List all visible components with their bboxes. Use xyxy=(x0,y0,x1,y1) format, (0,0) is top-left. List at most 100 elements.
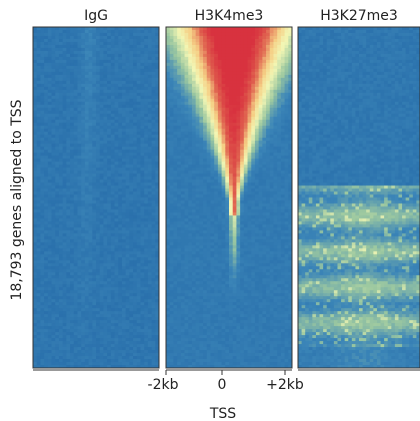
heatmap-cell xyxy=(88,293,93,297)
heatmap-cell xyxy=(103,170,108,175)
heatmap-cell xyxy=(47,131,53,136)
heatmap-cell xyxy=(199,110,204,115)
heatmap-cell xyxy=(121,125,127,130)
heatmap-cell xyxy=(58,269,64,273)
heatmap-cell xyxy=(55,101,60,106)
heatmap-cell xyxy=(114,119,119,124)
heatmap-cell xyxy=(136,338,142,342)
heatmap-cell xyxy=(33,149,38,154)
heatmap-cell xyxy=(62,134,67,139)
heatmap-cell xyxy=(110,251,116,255)
heatmap-cell xyxy=(188,119,193,124)
heatmap-cell xyxy=(92,215,97,220)
heatmap-cell xyxy=(133,365,138,368)
heatmap-cell xyxy=(44,143,49,148)
heatmap-cell xyxy=(169,44,175,49)
heatmap-cell xyxy=(51,155,56,160)
heatmap-cell xyxy=(125,248,130,252)
heatmap-cell xyxy=(84,176,90,181)
heatmap-cell xyxy=(81,158,86,163)
heatmap-cell xyxy=(36,263,42,267)
heatmap-cell xyxy=(151,260,156,264)
heatmap-cell xyxy=(144,233,149,237)
heatmap-cell xyxy=(36,359,42,363)
heatmap-cell xyxy=(151,38,156,43)
heatmap-cell xyxy=(40,281,45,285)
heatmap-cell xyxy=(133,230,138,234)
heatmap-cell xyxy=(221,101,226,106)
heatmap-cell xyxy=(36,32,42,37)
heatmap-cell xyxy=(118,53,123,58)
heatmap-cell xyxy=(107,134,112,139)
heatmap-cell xyxy=(118,179,123,184)
heatmap-cell xyxy=(103,245,108,249)
heatmap-cell xyxy=(229,68,234,73)
heatmap-cell xyxy=(47,143,53,148)
heatmap-cell xyxy=(151,131,156,136)
heatmap-cell xyxy=(84,215,90,220)
heatmap-cell xyxy=(92,113,97,118)
heatmap-cell xyxy=(155,119,159,124)
heatmap-cell xyxy=(254,101,260,106)
heatmap-cell xyxy=(133,251,138,255)
heatmap-cell xyxy=(199,77,204,82)
heatmap-cell xyxy=(243,101,249,106)
heatmap-cell xyxy=(84,341,90,345)
heatmap-cell xyxy=(47,101,53,106)
heatmap-cell xyxy=(214,80,219,85)
heatmap-cell xyxy=(77,152,82,157)
heatmap-cell xyxy=(121,329,127,333)
heatmap-cell xyxy=(203,119,208,124)
heatmap-cell xyxy=(96,128,101,133)
heatmap-cell xyxy=(262,59,267,64)
heatmap-cell xyxy=(103,158,108,163)
heatmap-cell xyxy=(144,251,149,255)
heatmap-cell xyxy=(121,278,127,282)
heatmap-cell xyxy=(66,131,71,136)
heatmap-cell xyxy=(155,86,159,91)
heatmap-cell xyxy=(36,284,42,288)
heatmap-cell xyxy=(40,341,45,345)
heatmap-cell xyxy=(114,278,119,282)
heatmap-cell xyxy=(236,86,241,91)
heatmap-cell xyxy=(188,104,193,109)
heatmap-cell xyxy=(121,110,127,115)
heatmap-cell xyxy=(58,302,64,306)
heatmap-cell xyxy=(66,356,71,360)
heatmap-cell xyxy=(118,257,123,261)
heatmap-cell xyxy=(184,119,189,124)
heatmap-cell xyxy=(36,248,42,252)
heatmap-cell xyxy=(33,359,38,363)
heatmap-cell xyxy=(62,353,67,357)
heatmap-cell xyxy=(147,77,153,82)
heatmap-cell xyxy=(188,32,193,37)
heatmap-cell xyxy=(136,92,142,97)
heatmap-cell xyxy=(33,200,38,205)
heatmap-cell xyxy=(136,86,142,91)
heatmap-cell xyxy=(51,188,56,193)
heatmap-cell xyxy=(140,197,145,202)
heatmap-cell xyxy=(243,62,249,67)
heatmap-cell xyxy=(81,71,86,76)
heatmap-cell xyxy=(121,200,127,205)
heatmap-cell xyxy=(151,116,156,121)
heatmap-cell xyxy=(70,269,75,273)
heatmap-cell xyxy=(140,38,145,43)
heatmap-cell xyxy=(147,302,153,306)
heatmap-cell xyxy=(125,80,130,85)
heatmap-cell xyxy=(243,107,249,112)
heatmap-cell xyxy=(199,89,204,94)
heatmap-cell xyxy=(133,257,138,261)
heatmap-cell xyxy=(140,272,145,276)
heatmap-cell xyxy=(133,224,138,229)
heatmap-cell xyxy=(258,59,263,64)
heatmap-cell xyxy=(33,47,38,52)
heatmap-cell xyxy=(147,137,153,142)
heatmap-cell xyxy=(217,65,223,70)
heatmap-cell xyxy=(44,218,49,223)
heatmap-cell xyxy=(70,38,75,43)
heatmap-cell xyxy=(232,95,238,100)
heatmap-cell xyxy=(236,77,241,82)
heatmap-cell xyxy=(140,98,145,103)
heatmap-cell xyxy=(40,65,45,70)
